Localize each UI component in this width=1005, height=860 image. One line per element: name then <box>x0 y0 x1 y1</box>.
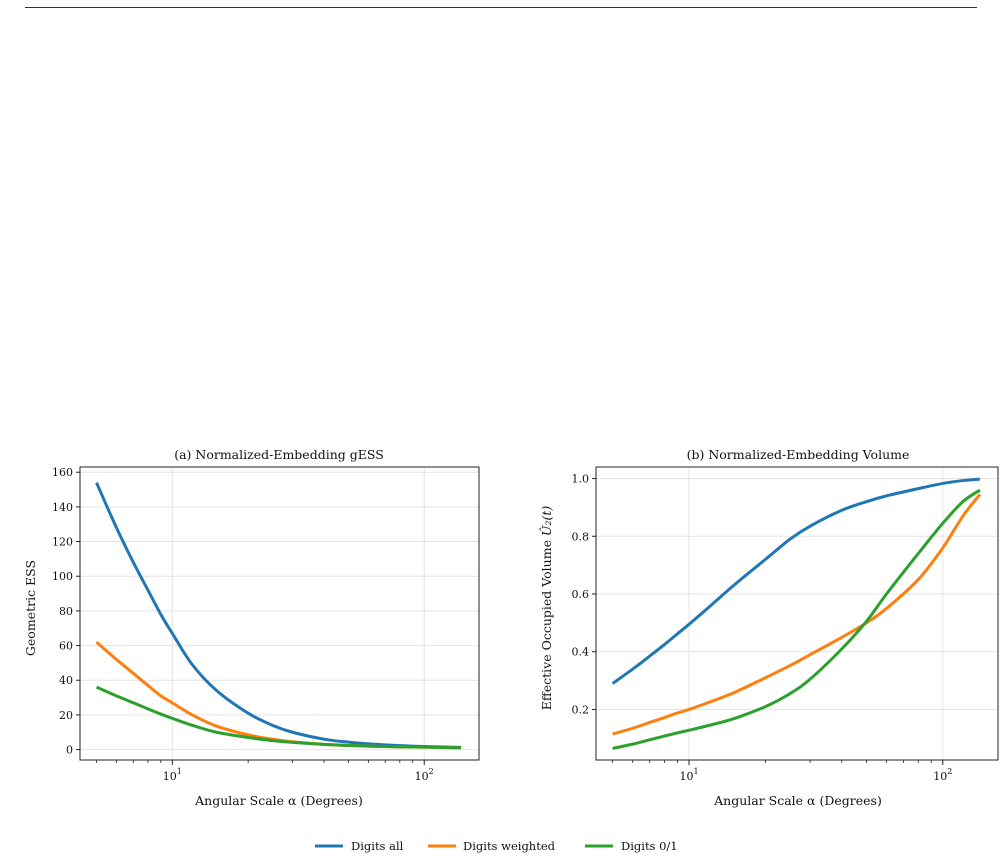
x-tick-label: 102 <box>415 767 434 783</box>
legend: Digits all Digits weighted Digits 0/1 <box>315 839 678 853</box>
y-tick-label: 80 <box>59 605 73 618</box>
x-axis-label: Angular Scale α (Degrees) <box>194 793 363 808</box>
x-tick-label: 101 <box>163 767 182 783</box>
legend-entry: Digits all <box>315 839 404 853</box>
x-tick-label: 101 <box>679 767 698 783</box>
legend-label: Digits 0/1 <box>621 839 678 853</box>
chart-title: (b) Normalized-Embedding Volume <box>687 447 910 462</box>
legend-entry: Digits 0/1 <box>585 839 678 853</box>
y-tick-label: 0.4 <box>572 646 590 659</box>
x-tick-label: 102 <box>933 767 952 783</box>
grid <box>596 467 998 760</box>
grid <box>80 467 479 760</box>
y-tick-label: 0.2 <box>572 703 590 716</box>
axis-ticks: 0 20 40 60 80 100 120 140 160 101 102 <box>52 466 434 783</box>
y-axis-label-text: Effective Occupied Volume <box>539 536 554 710</box>
y-tick-label: 0 <box>66 744 73 757</box>
legend-label: Digits all <box>351 839 404 853</box>
y-tick-label: 120 <box>52 536 73 549</box>
y-tick-label: 40 <box>59 674 73 687</box>
y-axis-label: Geometric ESS <box>23 560 38 656</box>
y-tick-label: 20 <box>59 709 73 722</box>
x-axis-label: Angular Scale α (Degrees) <box>713 793 882 808</box>
y-axis-label-math: Û₂(t) <box>538 506 554 536</box>
axis-ticks: 0.2 0.4 0.6 0.8 1.0 101 102 <box>572 473 953 783</box>
series-line-digits-weighted <box>612 493 982 736</box>
series-line-digits-all <box>611 477 981 685</box>
series-line-digits-all <box>95 481 462 749</box>
y-tick-label: 140 <box>52 501 73 514</box>
y-tick-label: 0.8 <box>572 530 590 543</box>
plot-frame <box>595 466 999 761</box>
legend-label: Digits weighted <box>463 839 556 853</box>
y-axis-label: Effective Occupied Volume Û₂(t) <box>538 506 554 711</box>
plot-frame <box>79 466 480 761</box>
series-lines <box>611 477 982 750</box>
series-line-digits-0-1 <box>612 488 981 750</box>
legend-entry: Digits weighted <box>428 839 556 853</box>
chart-title: (a) Normalized-Embedding gESS <box>174 447 384 462</box>
y-tick-label: 100 <box>52 570 73 583</box>
page-top-rule <box>25 7 977 8</box>
panel-b: (b) Normalized-Embedding Volume Angular … <box>538 447 999 808</box>
panel-a: (a) Normalized-Embedding gESS Angular Sc… <box>23 447 480 808</box>
y-tick-label: 0.6 <box>572 588 590 601</box>
series-lines <box>95 481 462 750</box>
y-tick-label: 160 <box>52 466 73 479</box>
series-line-digits-weighted <box>95 640 462 750</box>
y-tick-label: 1.0 <box>572 473 590 486</box>
y-tick-label: 60 <box>59 640 73 653</box>
series-line-digits-0-1 <box>95 685 462 750</box>
